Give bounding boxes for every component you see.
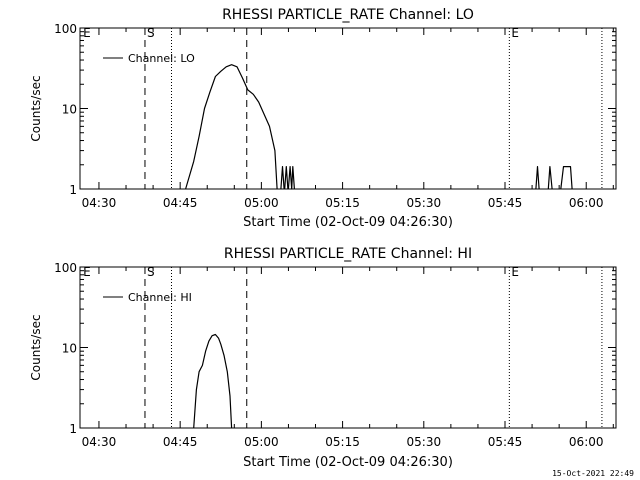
panel-2-x-axis-label: Start Time (02-Oct-09 04:26:30) bbox=[243, 455, 453, 470]
panel-1-particle-rate-series bbox=[284, 166, 289, 190]
panel-1-x-tick-label: 05:15 bbox=[325, 196, 360, 210]
panel-1-x-tick-label: 05:00 bbox=[244, 196, 279, 210]
panel-1-y-tick-label: 10 bbox=[62, 103, 77, 117]
panel-1-y-tick-label: 100 bbox=[54, 22, 77, 36]
panel-2-x-tick-label: 05:45 bbox=[488, 435, 523, 449]
panel-1-y-tick-label: 1 bbox=[69, 183, 77, 197]
generated-timestamp: 15-Oct-2021 22:49 bbox=[552, 469, 634, 478]
panel-2-y-axis-label: Counts/sec bbox=[29, 314, 43, 380]
panel-1-particle-rate-series bbox=[547, 166, 553, 190]
panel-1-particle-rate-series bbox=[535, 166, 540, 190]
panel-2-chart-title: RHESSI PARTICLE_RATE Channel: HI bbox=[224, 246, 472, 262]
panel-1-event-marker-label: E bbox=[83, 26, 91, 40]
panel-1-legend-label: Channel: LO bbox=[128, 52, 195, 65]
panel-2-x-tick-label: 05:15 bbox=[325, 435, 360, 449]
panel-2-particle-rate-series bbox=[193, 333, 233, 429]
panel-2-x-tick-label: 04:30 bbox=[82, 435, 117, 449]
panel-1-y-axis-label: Counts/sec bbox=[29, 75, 43, 141]
panel-1-x-tick-label: 05:30 bbox=[407, 196, 442, 210]
panel-1-x-tick-label: 06:00 bbox=[569, 196, 604, 210]
panel-2-legend-label: Channel: HI bbox=[128, 291, 192, 304]
panel-2-x-tick-label: 05:30 bbox=[407, 435, 442, 449]
panel-1-chart-title: RHESSI PARTICLE_RATE Channel: LO bbox=[222, 7, 474, 23]
panel-2-x-tick-label: 05:00 bbox=[244, 435, 279, 449]
panel-1-x-axis-label: Start Time (02-Oct-09 04:26:30) bbox=[243, 215, 453, 230]
panel-1-event-marker-label: E bbox=[511, 26, 519, 40]
panel-2-y-tick-label: 100 bbox=[54, 261, 77, 275]
panel-2-event-marker-label: E bbox=[83, 265, 91, 279]
panel-2-event-marker-label: E bbox=[511, 265, 519, 279]
panel-2-y-tick-label: 1 bbox=[69, 422, 77, 436]
panel-1-event-marker-label: S bbox=[147, 26, 155, 40]
panel-1-x-tick-label: 04:45 bbox=[163, 196, 198, 210]
panel-1-particle-rate-series bbox=[560, 166, 573, 190]
panel-2-event-marker-label: S bbox=[147, 265, 155, 279]
panel-1-x-tick-label: 04:30 bbox=[82, 196, 117, 210]
panel-2-y-tick-label: 10 bbox=[62, 342, 77, 356]
panel-2-x-tick-label: 06:00 bbox=[569, 435, 604, 449]
panel-2-x-tick-label: 04:45 bbox=[163, 435, 198, 449]
panel-1-particle-rate-series bbox=[280, 166, 285, 190]
panel-1-x-tick-label: 05:45 bbox=[488, 196, 523, 210]
panel-1-particle-rate-series bbox=[287, 166, 295, 190]
panel-1-particle-rate-series bbox=[185, 64, 278, 190]
